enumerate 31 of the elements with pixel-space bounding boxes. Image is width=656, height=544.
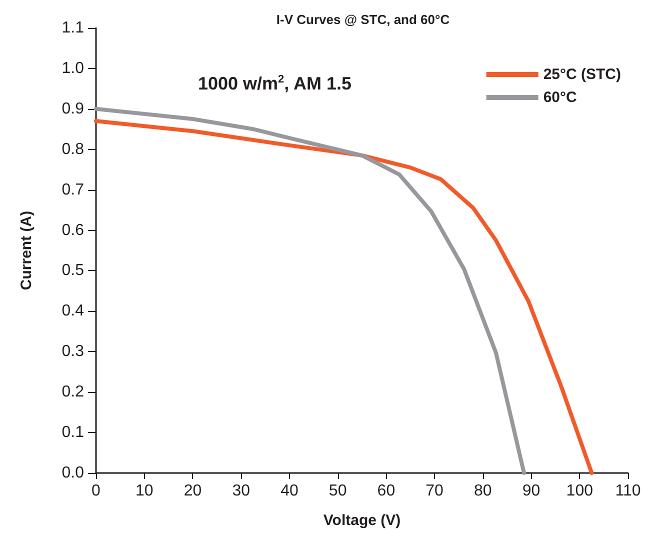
y-tick-label: 0.2 [62,384,84,401]
x-tick-label: 30 [232,482,250,500]
x-tick-label: 50 [328,482,347,500]
x-tick-label: 80 [474,482,492,500]
x-tick-label: 0 [92,482,101,500]
y-tick-label: 0.3 [62,343,84,360]
y-tick-label: 1.1 [62,20,84,36]
y-axis-title: Current (A) [18,210,35,290]
y-tick-label: 0.0 [62,464,84,482]
x-tick-label: 60 [377,482,396,500]
x-tick-label: 90 [522,482,540,500]
x-tick-label: 40 [280,482,298,500]
line-series [94,106,526,475]
x-tick-label: 110 [615,482,641,500]
x-tick-label: 20 [184,482,202,500]
y-tick-label: 1.0 [62,60,84,77]
y-tick-label: 0.1 [62,424,84,442]
y-tick-label: 0.5 [62,262,84,280]
y-tick-label: 0.8 [62,140,84,158]
x-tick-label: 10 [135,482,154,500]
y-tick-label: 0.4 [62,302,84,320]
line-series [94,119,594,475]
chart-title: I-V Curves @ STC, and 60°C [276,12,450,27]
y-tick-label: 0.7 [62,181,84,198]
x-axis-title: Voltage (V) [323,512,401,529]
legend-label: 60°C [543,89,578,106]
y-tick-label: 0.9 [62,100,84,118]
x-tick-label: 100 [566,482,594,500]
legend-label: 25°C (STC) [543,66,622,83]
x-tick-label: 70 [426,482,444,500]
y-tick-label: 0.6 [62,222,84,239]
